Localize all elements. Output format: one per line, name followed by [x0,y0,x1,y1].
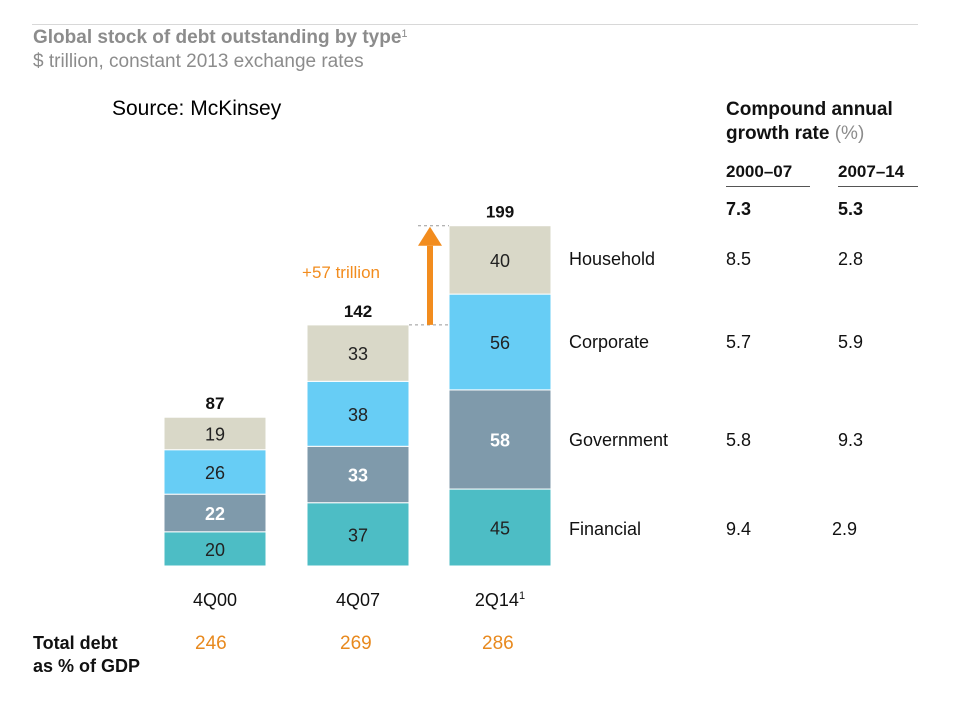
bar-segment-financial [306,502,410,567]
gdp-percent: 269 [340,633,372,654]
category-label: 4Q00 [193,590,237,610]
row-label-government: Government [569,430,669,450]
bar-segment-government [163,493,267,533]
segment-value-label: 58 [490,430,510,450]
segment-value-label: 22 [205,504,225,524]
segment-value-label: 56 [490,333,510,353]
growth-value: 2.8 [838,249,864,269]
growth-value: 5.8 [726,430,752,450]
bar-segment-household [163,416,267,451]
segment-value-label: 38 [348,405,368,425]
segment-value-label: 33 [348,466,368,486]
growth-value: 8.5 [726,249,752,269]
growth-annotation-label: +57 trillion [302,263,380,282]
growth-column-header: 2007–14 [838,162,905,181]
category-label: 4Q07 [336,590,380,610]
column-underline [838,186,918,187]
bar-segment-government [306,445,410,504]
growth-value: 5.9 [838,332,864,352]
title-footnote: 1 [401,28,408,40]
row-label-financial: Financial [569,519,642,539]
growth-value: 9.3 [838,430,864,450]
bar-total-label: 199 [486,203,514,222]
growth-total-value: 5.3 [838,199,864,219]
growth-value: 2.9 [832,519,858,539]
segment-value-label: 19 [205,424,225,444]
gdp-percent: 246 [195,633,227,654]
bar-segment-corporate [306,380,410,447]
row-label-household: Household [569,249,656,269]
segment-value-label: 20 [205,540,225,560]
chart-subtitle: $ trillion, constant 2013 exchange rates [33,51,364,72]
chart-title: Global stock of debt outstanding by type… [33,27,408,48]
row-label-corporate: Corporate [569,332,650,352]
source-note: Source: McKinsey [112,97,282,120]
column-underline [726,186,810,187]
bar-segment-financial [163,531,267,567]
bar-segment-corporate [448,293,552,391]
bar-segment-corporate [163,449,267,495]
segment-value-label: 33 [348,344,368,364]
bar-segment-financial [448,488,552,567]
growth-total-value: 7.3 [726,199,752,219]
growth-value: 5.7 [726,332,752,352]
segment-value-label: 37 [348,525,368,545]
category-footnote: 1 [519,590,525,602]
total-debt-label: Total debt as % of GDP [33,633,141,676]
category-label: 2Q141 [475,590,525,610]
growth-value: 9.4 [726,519,752,539]
bar-total-label: 87 [206,394,225,413]
growth-table-heading: Compound annual growth rate (%) [726,99,893,144]
segment-value-label: 40 [490,251,510,271]
segment-value-label: 45 [490,519,510,539]
gdp-percent: 286 [482,633,514,654]
top-rule [32,24,918,25]
bar-total-label: 142 [344,302,372,321]
bar-segment-household [448,225,552,295]
bar-segment-household [306,324,410,382]
segment-value-label: 26 [205,463,225,483]
growth-arrow-head [418,226,442,246]
growth-unit: (%) [834,123,865,144]
growth-column-header: 2000–07 [726,162,793,181]
